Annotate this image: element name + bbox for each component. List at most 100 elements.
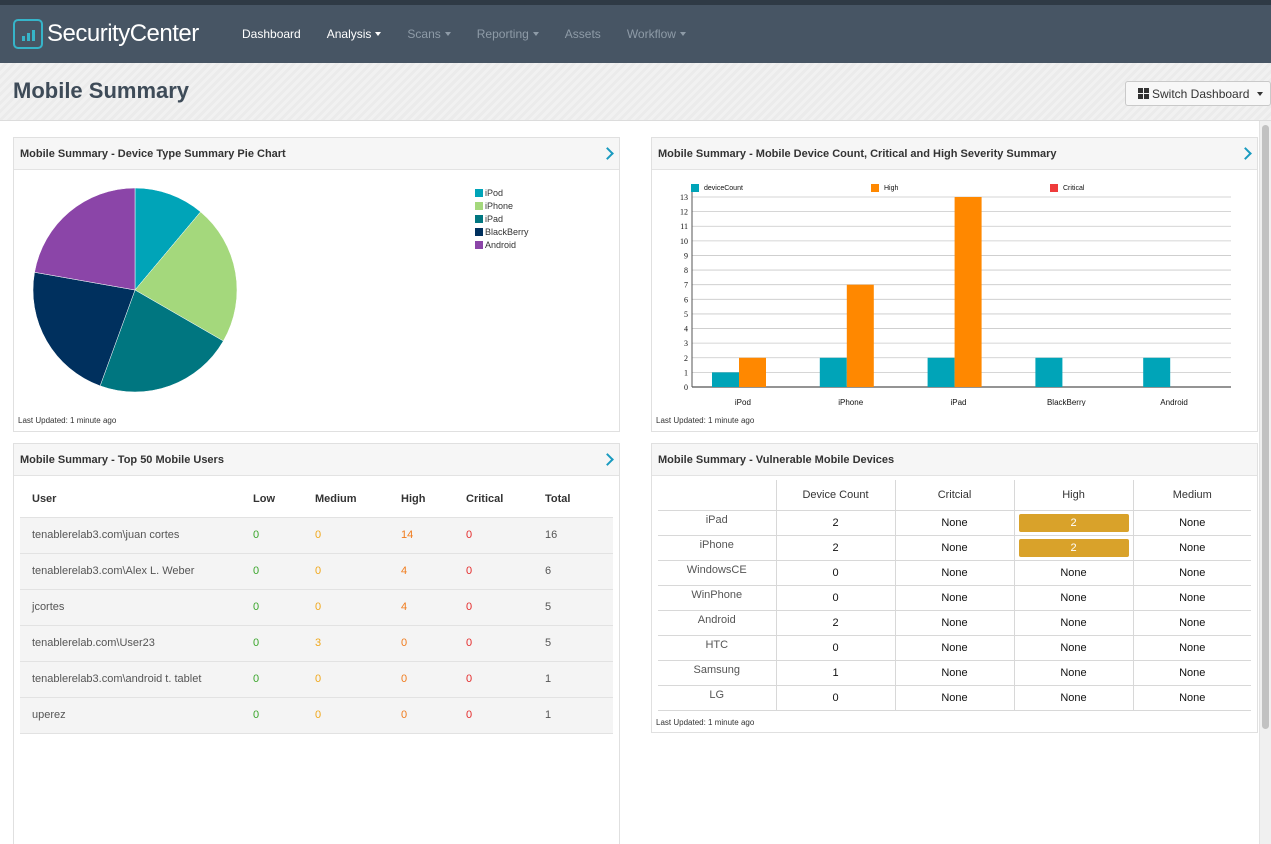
nav-scans[interactable]: Scans xyxy=(407,27,451,41)
last-updated: Last Updated: 1 minute ago xyxy=(18,416,117,425)
legend-swatch xyxy=(475,202,483,210)
main-nav: Dashboard Analysis Scans Reporting Assets Wor… xyxy=(242,5,712,63)
nav-workflow[interactable]: Workflow xyxy=(627,27,686,41)
bar-devicecount-ipod[interactable] xyxy=(712,372,739,387)
nav-assets[interactable]: Assets xyxy=(565,27,601,41)
column-header: Device Count xyxy=(775,480,895,510)
cell-critical: 0 xyxy=(466,660,545,697)
panel-title: Mobile Summary - Vulnerable Mobile Devic… xyxy=(658,453,895,466)
nav-dashboard[interactable]: Dashboard xyxy=(242,27,301,41)
nav-label: Workflow xyxy=(626,27,676,41)
table-row[interactable]: tenablerelab3.com\Alex L. Weber 0 0 4 0 6 xyxy=(20,552,613,589)
bar-devicecount-blackberry[interactable] xyxy=(1035,357,1063,387)
medium-value: None xyxy=(1132,584,1251,610)
legend-swatch xyxy=(1050,184,1058,192)
legend-swatch xyxy=(475,215,483,223)
critical-value: None xyxy=(894,534,1014,560)
y-tick-label: 11 xyxy=(680,222,688,231)
table-row[interactable]: tenablerelab3.com\android t. tablet 0 0 0 0 1 xyxy=(20,660,613,697)
table-row[interactable]: tenablerelab.com\User23 0 3 0 0 5 xyxy=(20,624,613,661)
column-header[interactable]: Total xyxy=(545,492,571,505)
high-value: None xyxy=(1013,659,1133,685)
x-tick-label: iPod xyxy=(735,398,751,406)
critical-value: None xyxy=(894,584,1014,610)
device-name: Android xyxy=(658,609,776,635)
table-row[interactable]: tenablerelab3.com\juan cortes 0 0 14 0 16 xyxy=(20,516,613,553)
bar-chart-panel: Mobile Summary - Mobile Device Count, Cr… xyxy=(651,137,1258,432)
y-tick-label: 4 xyxy=(684,325,688,334)
column-header[interactable]: Medium xyxy=(315,492,357,505)
medium-value: None xyxy=(1132,534,1251,560)
table-row: iPad 2 None 2 None xyxy=(658,509,1251,535)
high-badge: 2 xyxy=(1018,513,1129,532)
medium-value: None xyxy=(1132,634,1251,660)
pie-slice-iphone[interactable] xyxy=(134,211,238,342)
device-count: 0 xyxy=(775,684,895,711)
cell-high: 0 xyxy=(401,660,466,697)
panel-header: Mobile Summary - Vulnerable Mobile Devic… xyxy=(652,444,1257,476)
chevron-right-icon[interactable] xyxy=(1241,147,1251,161)
chevron-right-icon[interactable] xyxy=(603,453,613,467)
pie-slice-ipad[interactable] xyxy=(99,289,224,393)
bar-high-ipod[interactable] xyxy=(739,357,766,387)
table-row: WinPhone 0 None None None xyxy=(658,584,1251,610)
bar-devicecount-iphone[interactable] xyxy=(819,357,847,387)
logo-text: SecurityCenter xyxy=(47,20,199,47)
device-name: iPad xyxy=(658,509,776,535)
legend-label: Critical xyxy=(1063,184,1085,192)
y-tick-label: 9 xyxy=(684,251,688,260)
legend-swatch xyxy=(475,189,483,197)
pie-slice-blackberry[interactable] xyxy=(32,271,136,387)
bar-devicecount-android[interactable] xyxy=(1143,357,1171,387)
cell-low: 0 xyxy=(253,660,315,697)
high-value: None xyxy=(1013,634,1133,660)
chevron-down-icon xyxy=(1257,91,1264,96)
bar-high-iphone[interactable] xyxy=(846,284,874,387)
pie-slice-ipod[interactable] xyxy=(134,187,201,291)
nav-reporting[interactable]: Reporting xyxy=(477,27,539,41)
scrollbar-thumb[interactable] xyxy=(1262,125,1269,729)
device-type-pie-chart xyxy=(32,187,238,393)
pie-slice-android[interactable] xyxy=(34,187,136,291)
legend-item: Android xyxy=(475,240,516,250)
critical-value: None xyxy=(894,684,1014,711)
panel-title: Mobile Summary - Top 50 Mobile Users xyxy=(20,453,224,466)
device-count: 1 xyxy=(775,659,895,685)
cell-medium: 0 xyxy=(315,552,401,589)
legend-item: Critical xyxy=(1050,184,1084,192)
device-count: 2 xyxy=(775,534,895,560)
switch-dashboard-label: Switch Dashboard xyxy=(1152,86,1250,101)
table-row: HTC 0 None None None xyxy=(658,634,1251,660)
column-header[interactable]: Low xyxy=(253,492,275,505)
cell-high: 0 xyxy=(401,624,466,661)
cell-total: 5 xyxy=(545,588,613,625)
legend-item: iPad xyxy=(475,214,503,224)
securitycenter-logo[interactable]: SecurityCenter xyxy=(13,19,199,49)
cell-total: 1 xyxy=(545,660,613,697)
table-row[interactable]: jcortes 0 0 4 0 5 xyxy=(20,588,613,625)
table-row: LG 0 None None None xyxy=(658,684,1251,711)
top-users-panel: Mobile Summary - Top 50 Mobile Users Use… xyxy=(13,443,620,844)
legend-item: iPod xyxy=(475,188,503,198)
nav-label: Dashboard xyxy=(242,27,301,41)
column-header[interactable]: User xyxy=(32,492,57,505)
chevron-down-icon xyxy=(679,32,686,36)
device-name: iPhone xyxy=(658,534,776,560)
nav-analysis[interactable]: Analysis xyxy=(327,27,382,41)
medium-value: None xyxy=(1132,684,1251,711)
scrollbar[interactable] xyxy=(1259,121,1271,844)
bar-high-ipad[interactable] xyxy=(954,197,982,387)
column-header[interactable]: Critical xyxy=(466,492,504,505)
y-tick-label: 13 xyxy=(680,193,688,202)
switch-dashboard-button[interactable]: Switch Dashboard xyxy=(1125,81,1271,106)
device-name: WindowsCE xyxy=(658,559,776,585)
table-row[interactable]: uperez 0 0 0 0 1 xyxy=(20,696,613,734)
chevron-right-icon[interactable] xyxy=(603,147,613,161)
bar-devicecount-ipad[interactable] xyxy=(927,357,955,387)
cell-critical: 0 xyxy=(466,588,545,625)
cell-critical: 0 xyxy=(466,516,545,553)
column-header[interactable]: High xyxy=(401,492,426,505)
cell-total: 16 xyxy=(545,516,613,553)
legend-swatch xyxy=(871,184,879,192)
